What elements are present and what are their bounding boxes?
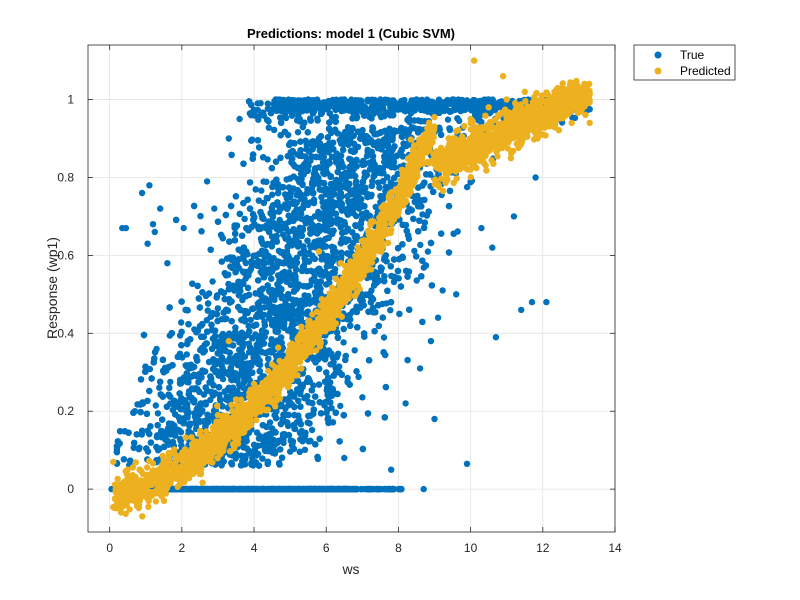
true-point — [409, 124, 416, 131]
true-point — [271, 450, 279, 457]
true-point — [167, 378, 174, 386]
true-point — [368, 287, 375, 294]
true-point — [445, 249, 453, 256]
true-point — [380, 334, 388, 341]
true-point — [454, 115, 461, 122]
true-point — [200, 391, 208, 398]
true-point — [438, 230, 445, 237]
true-point — [278, 454, 286, 461]
true-point — [304, 129, 311, 136]
true-point — [379, 314, 386, 321]
true-point — [178, 319, 185, 326]
true-point — [308, 426, 316, 434]
true-point — [200, 368, 207, 376]
true-point — [413, 277, 420, 284]
true-point — [241, 215, 248, 223]
true-point — [168, 420, 176, 428]
true-point — [387, 307, 394, 314]
true-point — [445, 202, 453, 210]
true-point — [315, 381, 323, 388]
true-point — [355, 373, 362, 380]
true-point — [218, 258, 225, 265]
true-point — [120, 456, 128, 463]
true-point — [381, 278, 388, 285]
true-point — [213, 311, 221, 318]
true-point — [363, 152, 371, 160]
true-point — [154, 410, 162, 417]
true-point — [247, 316, 254, 324]
true-point — [265, 124, 272, 131]
true-point — [202, 384, 209, 391]
true-point — [263, 178, 270, 185]
true-point — [296, 448, 303, 455]
true-point — [417, 241, 424, 249]
true-point — [255, 144, 263, 151]
true-point — [258, 187, 265, 194]
true-point — [387, 263, 394, 270]
true-point — [183, 351, 190, 358]
true-point — [439, 287, 446, 294]
true-point — [240, 160, 247, 167]
true-point — [357, 225, 364, 232]
true-point — [294, 129, 302, 136]
true-point — [411, 247, 418, 255]
true-point — [371, 328, 378, 335]
true-point — [275, 460, 283, 467]
true-point — [209, 278, 216, 285]
true-point — [135, 445, 142, 453]
true-point — [203, 340, 210, 347]
true-point — [269, 191, 276, 198]
true-point — [318, 194, 325, 201]
true-point — [311, 213, 318, 220]
true-point — [156, 384, 163, 391]
true-point — [232, 324, 239, 331]
true-point — [359, 394, 366, 401]
true-point — [214, 305, 222, 312]
true-point — [404, 356, 411, 364]
true-point — [277, 334, 285, 341]
true-point — [266, 419, 274, 426]
true-point — [353, 368, 360, 375]
true-point — [351, 347, 358, 354]
true-point — [197, 212, 204, 220]
true-point — [463, 183, 471, 191]
true-point — [444, 116, 452, 123]
true-point — [152, 402, 159, 409]
true-point — [301, 446, 309, 453]
true-point — [424, 248, 432, 255]
true-point — [316, 435, 323, 442]
true-point — [337, 402, 344, 410]
true-point — [437, 131, 445, 138]
true-point — [178, 342, 185, 349]
true-point — [340, 339, 347, 346]
